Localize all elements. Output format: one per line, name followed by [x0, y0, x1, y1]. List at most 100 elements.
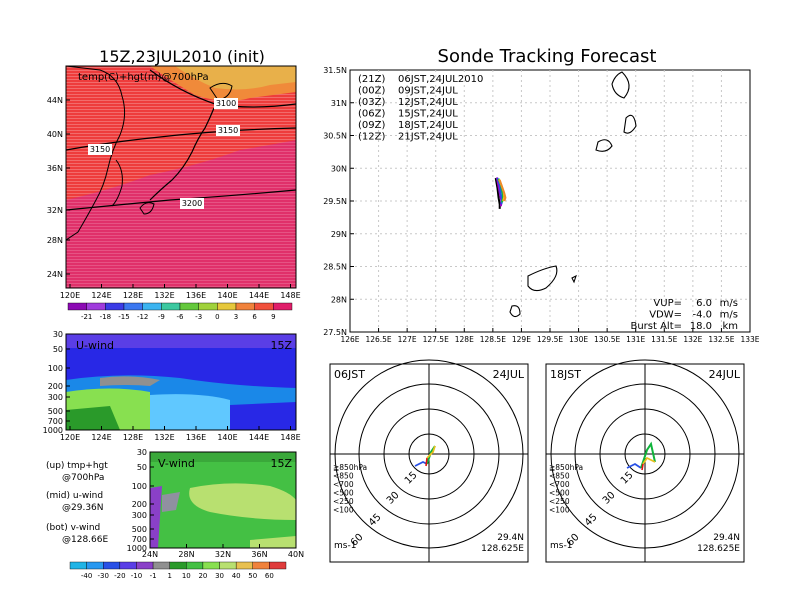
lon-tick-label: 130E: [569, 335, 588, 344]
track-lon-ticks: 126E 126.5E 127E 127.5E 128E 128.5E 129E 129.5E…: [340, 328, 760, 344]
colorbar-label: 1: [167, 572, 171, 580]
polar-lat: 29.4N: [713, 533, 740, 543]
temp-map-lon-ticks: 120E 124E 128E 132E 136E 140E 144E 148E: [60, 284, 301, 300]
u-wind-panel: [66, 334, 296, 430]
right-title: Sonde Tracking Forecast: [438, 46, 657, 67]
colorbar-swatch: [269, 561, 287, 570]
contour-3200: [66, 189, 296, 211]
colorbar-swatch: [169, 561, 187, 570]
v-wind-panel: [150, 452, 296, 548]
pressure-tick-label: 700: [48, 417, 63, 426]
track-series: [494, 177, 507, 209]
colorbar-label: 3: [234, 313, 238, 321]
lon-tick-label: 124E: [91, 291, 111, 300]
lat-tick-label: 36N: [47, 164, 63, 173]
lon-tick-label: 120E: [60, 433, 80, 442]
polar-legend-label: ≧850hPa: [333, 463, 367, 472]
contour-label: 3200: [182, 199, 202, 208]
legend-code: (03Z): [358, 97, 385, 108]
legend-time: 09JST,24JUL: [398, 86, 458, 97]
legend-time: 06JST,24JUL2010: [398, 74, 483, 85]
track-series-line: [498, 179, 507, 202]
lat-tick-label: 29N: [331, 230, 347, 239]
pressure-tick-label: 30: [53, 330, 63, 339]
lon-tick-label: 128E: [455, 335, 474, 344]
legend-time: 12JST,24JUL: [398, 97, 458, 108]
island-b: [595, 139, 613, 152]
colorbar-label: 9: [271, 313, 275, 321]
colorbar-label: 6: [252, 313, 257, 321]
colorbar-label: -18: [100, 313, 111, 321]
colorbar-label: 10: [182, 572, 191, 580]
colorbar-swatch: [119, 561, 137, 570]
u-wind-frame: [65, 333, 297, 431]
lat-tick-label: 32N: [47, 206, 63, 215]
polar-panel: 18JST 24JUL15304560ms-129.4N128.625E≧850h…: [545, 359, 745, 563]
lat-tick-label: 44N: [47, 96, 63, 105]
colorbar-label: 30: [215, 572, 224, 580]
polar-date: 24JUL: [493, 368, 525, 381]
pressure-tick-label: 300: [48, 393, 63, 402]
polar-panels: 06JST 24JUL15304560ms-129.4N128.625E≧850h…: [329, 359, 745, 563]
coast-asia: [66, 66, 126, 241]
note-line: (bot) v-wind: [46, 523, 100, 533]
pressure-tick-label: 30: [137, 448, 147, 457]
colorbar-label: -15: [118, 313, 129, 321]
lon-tick-label: 136E: [186, 433, 206, 442]
colorbar-label: -40: [81, 572, 92, 580]
polar-legend-label: <250: [549, 497, 570, 506]
contour-label: 3150: [218, 126, 238, 135]
lon-tick-label: 144E: [249, 433, 269, 442]
temp-field-yellow: [175, 66, 296, 90]
colorbar-label: -20: [114, 572, 125, 580]
island-amami: [527, 265, 558, 292]
lon-tick-label: 144E: [249, 291, 269, 300]
lat-tick-label: 29.5N: [323, 197, 347, 206]
v-wind-time: 15Z: [270, 457, 292, 470]
u-wind-time: 15Z: [270, 339, 292, 352]
polar-ring-label: 30: [601, 490, 618, 507]
left-notes: (up) tmp+hgt @700hPa (mid) u-wind @29.36N (b…: [46, 461, 108, 545]
colorbar-swatch: [235, 302, 255, 311]
param-unit: m/s: [720, 310, 738, 321]
lat-tick-label: 24N: [142, 550, 158, 559]
temp-map-lat-ticks: 44N 40N 36N 32N 28N 24N: [47, 96, 70, 279]
polar-legend-label: <250: [333, 497, 354, 506]
temp-field-hot: [66, 140, 296, 288]
v-wind-label: V-wind: [158, 457, 195, 470]
colorbar-swatch: [136, 561, 154, 570]
coast-japan: [149, 107, 215, 201]
track-grid: [350, 70, 750, 332]
pressure-tick-label: 1000: [127, 544, 147, 553]
colorbar-swatch: [86, 302, 106, 311]
note-line: (mid) u-wind: [46, 491, 103, 501]
pressure-tick-label: 100: [132, 482, 147, 491]
lat-tick-label: 36N: [251, 550, 267, 559]
lon-tick-label: 131E: [626, 335, 645, 344]
polar-legend-label: ≧850hPa: [549, 463, 583, 472]
left-title: 15Z,23JUL2010 (init): [99, 47, 265, 66]
colorbar-swatch: [202, 561, 220, 570]
island-a: [623, 114, 637, 134]
pressure-tick-label: 50: [137, 463, 147, 472]
colorbar-label: -9: [158, 313, 165, 321]
lat-tick-label: 28N: [47, 236, 63, 245]
polar-unit: ms-1: [334, 541, 356, 551]
lat-tick-label: 24N: [47, 270, 63, 279]
colorbar-swatch: [69, 561, 87, 570]
note-line: (up) tmp+hgt: [46, 461, 108, 471]
colorbar-label: 40: [232, 572, 241, 580]
colorbar-swatch: [105, 302, 125, 311]
lon-tick-label: 128.5E: [480, 335, 506, 344]
pressure-tick-label: 700: [132, 535, 147, 544]
colorbar-label: 20: [198, 572, 207, 580]
contour-label: 3100: [216, 99, 236, 108]
pressure-tick-label: 50: [53, 345, 63, 354]
param-value: -4.0: [692, 310, 712, 321]
lon-tick-label: 127.5E: [423, 335, 449, 344]
colorbar-label: -10: [131, 572, 142, 580]
polar-legend-label: <850: [333, 472, 354, 481]
lat-tick-label: 30.5N: [323, 132, 347, 141]
polar-lon: 128.625E: [697, 544, 740, 554]
